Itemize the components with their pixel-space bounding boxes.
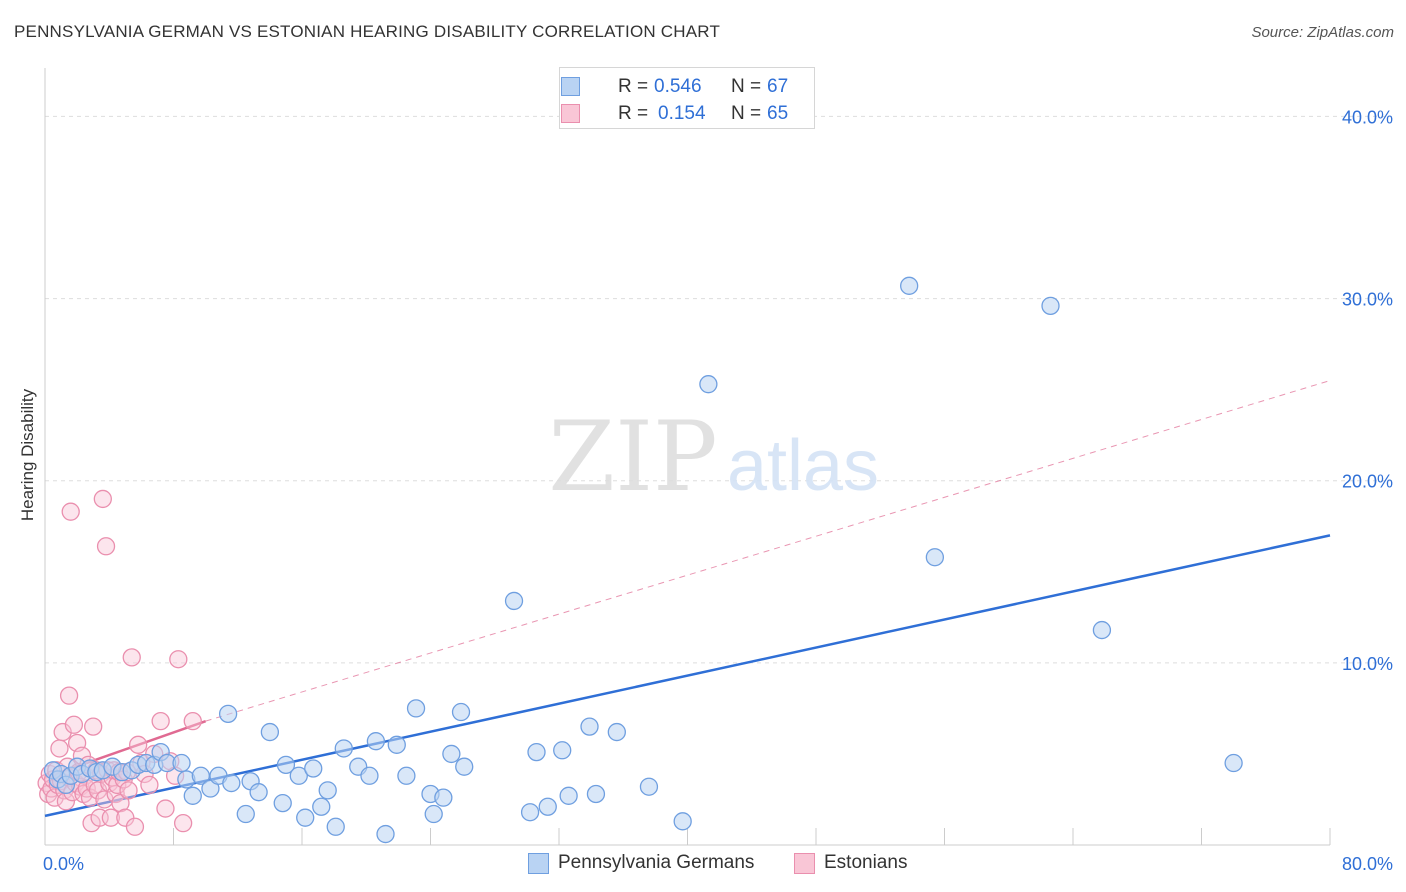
pennsylvania-germans-point	[318, 781, 337, 800]
estonians-point	[116, 808, 135, 827]
estonians-point	[129, 735, 148, 754]
estonians-point	[93, 489, 112, 509]
y-tick-label: 20.0%	[1342, 472, 1393, 492]
grid-lines	[45, 115, 1392, 664]
legend-label: Estonians	[824, 852, 908, 873]
estonians-point	[53, 722, 72, 742]
y-tick-label: 40.0%	[1342, 107, 1393, 127]
correlation-legend: R = 0.546 N = 67 R = 0.154 N = 65	[559, 67, 815, 129]
estonians-point	[183, 711, 202, 731]
estonians-point	[59, 686, 79, 705]
pennsylvania-germans-points	[43, 276, 1243, 844]
n-label: N =	[731, 76, 762, 97]
estonians-point	[50, 739, 69, 758]
pennsylvania-germans-trend-line	[44, 534, 1331, 818]
estonians-point	[96, 537, 116, 556]
estonians-point	[101, 808, 121, 827]
pennsylvania-germans-point	[527, 742, 546, 762]
pennsylvania-germans-point	[387, 735, 406, 754]
estonians-point	[119, 781, 138, 800]
pennsylvania-germans-point	[191, 766, 210, 785]
pennsylvania-germans-point	[559, 786, 578, 805]
pennsylvania-germans-point	[607, 722, 626, 742]
tick-labels: 10.0% 20.0% 30.0% 40.0% 0.0% 80.0%	[43, 107, 1393, 874]
n-value: 67	[767, 76, 789, 97]
estonians-point	[169, 650, 188, 669]
pennsylvania-germans-point	[304, 759, 323, 778]
pennsylvania-germans-point	[260, 722, 280, 742]
pennsylvania-germans-point	[1224, 753, 1243, 773]
pennsylvania-germans-point	[218, 704, 238, 724]
estonians-point	[125, 817, 145, 836]
r-label: R =	[618, 76, 649, 97]
watermark-atlas: atlas	[727, 426, 879, 506]
pennsylvania-germans-point	[442, 744, 461, 764]
pennsylvania-germans-point	[183, 786, 202, 805]
pennsylvania-germans-point	[580, 717, 599, 736]
pennsylvania-germans-point	[273, 793, 292, 813]
pink-swatch	[561, 104, 580, 123]
chart-title: PENNSYLVANIA GERMAN VS ESTONIAN HEARING …	[14, 22, 721, 41]
pennsylvania-germans-point	[673, 812, 692, 831]
pennsylvania-germans-point	[639, 777, 659, 796]
estonians-trend-extension	[205, 380, 1331, 722]
pennsylvania-germans-point	[249, 783, 268, 802]
pennsylvania-germans-point	[424, 804, 443, 824]
estonians-point	[173, 813, 193, 833]
y-tick-label: 30.0%	[1342, 290, 1393, 310]
r-value: 0.546	[654, 76, 702, 97]
pennsylvania-germans-point	[520, 803, 540, 822]
estonians-point	[156, 799, 175, 818]
watermark: ZIP atlas	[548, 401, 879, 513]
pennsylvania-germans-point	[289, 766, 308, 785]
pennsylvania-germans-point	[334, 739, 353, 758]
pennsylvania-germans-point	[397, 766, 416, 785]
pennsylvania-germans-point	[172, 753, 191, 773]
pennsylvania-germans-point	[538, 797, 557, 816]
watermark-zip: ZIP	[548, 401, 717, 513]
pennsylvania-germans-point	[326, 817, 345, 836]
y-axis-label: Hearing Disability	[18, 388, 37, 521]
estonians-point	[122, 648, 141, 667]
pennsylvania-germans-point	[312, 797, 331, 816]
blue-swatch	[528, 853, 549, 874]
pennsylvania-germans-point	[236, 804, 255, 824]
pennsylvania-germans-point	[1041, 296, 1060, 316]
estonians-point	[64, 715, 84, 734]
y-tick-label: 10.0%	[1342, 654, 1393, 674]
pennsylvania-germans-point	[296, 808, 315, 827]
pennsylvania-germans-point	[276, 755, 296, 775]
pennsylvania-germans-point	[1092, 620, 1112, 640]
pennsylvania-germans-point	[586, 784, 606, 804]
pennsylvania-germans-point	[504, 591, 524, 611]
estonians-point	[84, 717, 103, 736]
pennsylvania-germans-point	[366, 732, 386, 751]
pennsylvania-germans-point	[451, 702, 471, 722]
estonians-point	[140, 775, 159, 795]
n-value: 65	[767, 103, 789, 124]
pennsylvania-germans-point	[455, 757, 474, 776]
n-label: N =	[731, 103, 762, 124]
pennsylvania-germans-point	[699, 375, 718, 394]
pink-swatch	[794, 853, 815, 874]
axes	[44, 68, 1331, 846]
pennsylvania-germans-point	[553, 741, 572, 760]
pennsylvania-germans-point	[925, 548, 945, 567]
pennsylvania-germans-point	[900, 276, 919, 295]
source-label: Source: ZipAtlas.com	[1251, 24, 1394, 41]
estonians-point	[61, 502, 80, 521]
pennsylvania-germans-point	[434, 788, 453, 807]
legend-label: Pennsylvania Germans	[558, 852, 755, 873]
pennsylvania-germans-point	[222, 773, 241, 793]
pennsylvania-germans-point	[406, 699, 426, 718]
estonians-point	[151, 711, 170, 731]
x-tick-label-min: 0.0%	[43, 854, 84, 874]
blue-swatch	[561, 77, 580, 96]
pennsylvania-germans-point	[376, 824, 395, 844]
r-value: 0.154	[658, 103, 706, 124]
x-tick-label-max: 80.0%	[1342, 854, 1393, 874]
pennsylvania-germans-point	[360, 766, 379, 785]
r-label: R =	[618, 103, 649, 124]
